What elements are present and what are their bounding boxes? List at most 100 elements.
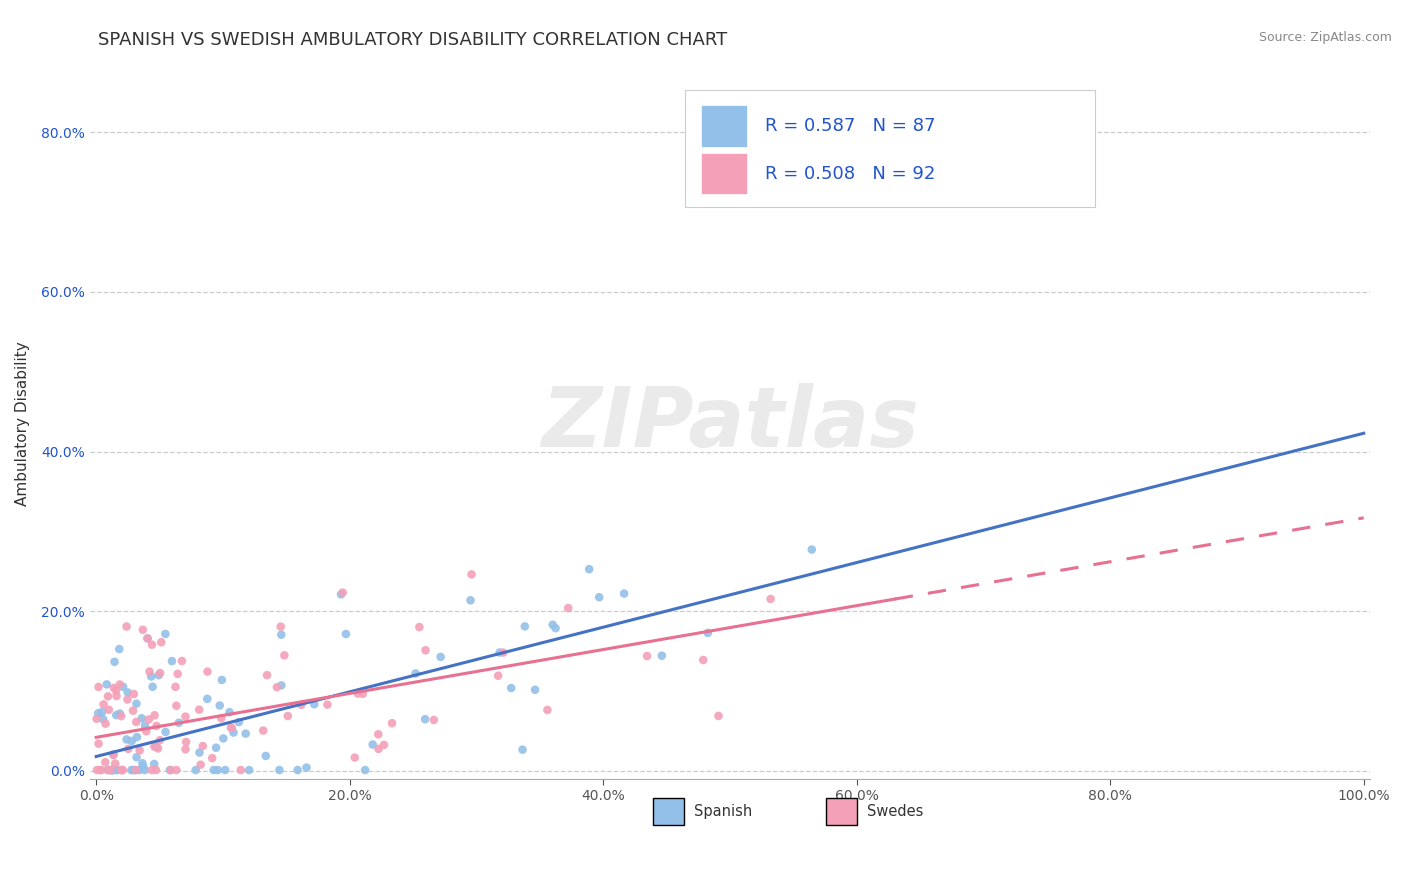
Point (252, 723, 274, 738)
Point (335, 627, 357, 641)
Point (222, 725, 245, 739)
Point (141, 669, 163, 683)
Point (103, 747, 125, 762)
Point (125, 763, 148, 777)
Point (142, 680, 165, 694)
Point (613, 586, 636, 600)
Point (136, 632, 159, 646)
FancyBboxPatch shape (700, 153, 747, 194)
Point (636, 648, 658, 663)
Point (96, 677, 118, 691)
FancyBboxPatch shape (685, 90, 1095, 207)
Point (125, 750, 148, 764)
Point (513, 619, 536, 633)
Point (93, 698, 115, 712)
Point (143, 739, 166, 754)
Point (122, 704, 145, 718)
Point (110, 763, 132, 777)
Point (89, 763, 111, 777)
Point (97, 690, 120, 704)
Point (91, 712, 114, 726)
Point (103, 747, 125, 762)
Text: SPANISH VS SWEDISH AMBULATORY DISABILITY CORRELATION CHART: SPANISH VS SWEDISH AMBULATORY DISABILITY… (98, 31, 728, 49)
Point (122, 763, 145, 777)
Point (460, 567, 482, 582)
Point (541, 617, 564, 632)
Text: R = 0.508   N = 92: R = 0.508 N = 92 (765, 165, 935, 183)
Point (91, 705, 114, 719)
Point (87, 680, 110, 694)
Point (316, 698, 339, 712)
Point (160, 763, 183, 777)
Point (94, 755, 117, 769)
Point (125, 697, 148, 711)
Point (578, 562, 600, 576)
Point (221, 721, 243, 735)
Point (143, 708, 166, 723)
Point (277, 709, 299, 723)
Point (195, 691, 218, 706)
Point (101, 763, 124, 777)
Point (188, 703, 211, 717)
Point (174, 735, 197, 749)
FancyBboxPatch shape (700, 105, 747, 146)
Point (165, 680, 187, 694)
FancyBboxPatch shape (654, 798, 683, 825)
Point (100, 763, 122, 777)
Point (524, 682, 547, 697)
Point (501, 681, 523, 695)
Point (124, 763, 146, 777)
Point (367, 727, 389, 741)
Point (117, 692, 139, 706)
Point (132, 759, 155, 773)
Point (101, 763, 124, 777)
Point (117, 685, 139, 699)
Point (270, 678, 292, 692)
Point (205, 740, 228, 755)
Point (112, 680, 135, 694)
Point (361, 738, 384, 752)
Point (295, 760, 318, 774)
Point (141, 638, 163, 652)
Point (800, 542, 823, 557)
Point (146, 741, 169, 756)
Point (429, 649, 451, 664)
Point (190, 757, 212, 772)
Point (111, 763, 134, 777)
Point (207, 763, 229, 777)
Point (165, 763, 187, 777)
Point (287, 763, 309, 777)
Point (138, 713, 160, 727)
Point (117, 742, 139, 756)
Point (103, 655, 125, 669)
Point (134, 718, 156, 732)
Point (105, 689, 128, 703)
Point (108, 706, 131, 721)
Point (423, 713, 446, 727)
Point (145, 763, 167, 777)
Point (256, 668, 278, 682)
Text: R = 0.587   N = 87: R = 0.587 N = 87 (765, 117, 935, 135)
Point (105, 683, 128, 698)
Point (188, 746, 211, 760)
Point (229, 763, 252, 777)
Point (460, 593, 482, 607)
Point (103, 681, 125, 695)
FancyBboxPatch shape (825, 798, 856, 825)
Point (557, 601, 579, 615)
Point (148, 668, 170, 682)
Point (135, 724, 157, 739)
Point (166, 666, 188, 681)
Point (86, 712, 108, 726)
Point (269, 763, 291, 777)
Point (107, 763, 129, 777)
Point (128, 763, 150, 777)
Point (115, 732, 138, 747)
Text: ZIPatlas: ZIPatlas (541, 384, 920, 464)
Point (759, 591, 782, 606)
Point (108, 642, 131, 657)
Point (105, 708, 128, 723)
Text: Source: ZipAtlas.com: Source: ZipAtlas.com (1258, 31, 1392, 45)
Point (197, 665, 219, 679)
Point (94, 716, 117, 731)
